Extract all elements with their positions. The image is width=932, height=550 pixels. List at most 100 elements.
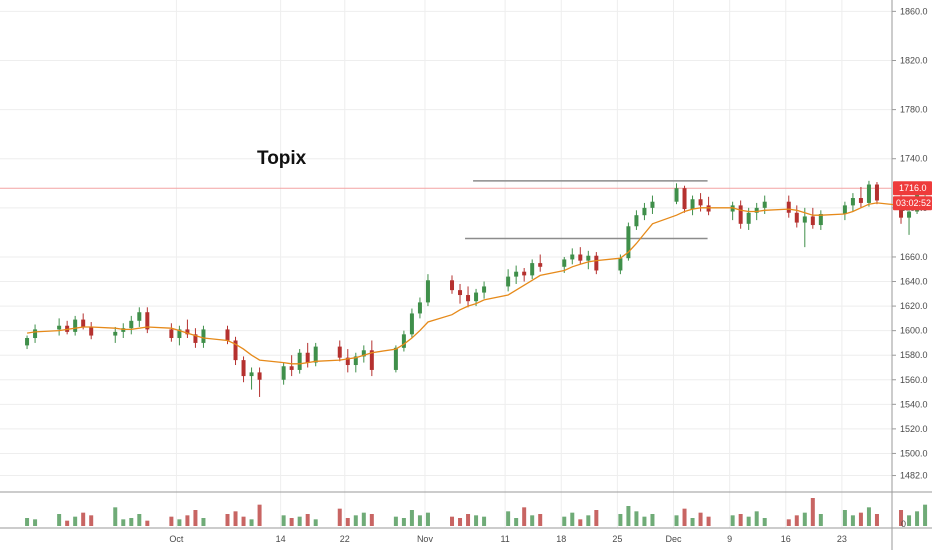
moving-average-line [27, 202, 926, 365]
volume-bar [313, 519, 318, 526]
time-tick-label: 9 [727, 534, 732, 544]
volume-bar [899, 510, 904, 526]
volume-bar [690, 518, 695, 526]
candle-body [810, 216, 815, 226]
candle-body [169, 329, 174, 339]
volume-bar [578, 519, 583, 526]
price-tick-label: 1640.0 [900, 277, 928, 287]
time-axis[interactable]: Oct 14 22 Nov 11 18 25 Dec 9 16 23 [169, 534, 847, 544]
candle-body [345, 357, 350, 366]
price-axis[interactable]: 1860.01820.01780.01740.01700.01660.01640… [892, 6, 928, 481]
volume-bar [257, 504, 262, 526]
volume-bar [842, 510, 847, 526]
time-tick-label: Dec [666, 534, 683, 544]
volume-bar [417, 515, 422, 526]
price-tick-label: 1820.0 [900, 55, 928, 65]
candle-body [297, 352, 302, 370]
candle-body [506, 276, 511, 287]
candle-body [698, 199, 703, 206]
time-tick-label: 23 [837, 534, 847, 544]
volume-bar [65, 520, 70, 526]
volume-bar [522, 507, 527, 526]
volume-bar [810, 498, 815, 526]
volume-bar [177, 519, 182, 526]
candle-body [690, 199, 695, 210]
time-tick-label: Nov [417, 534, 434, 544]
candle-body [514, 271, 519, 277]
volume-bar [586, 515, 591, 526]
volume-bar [866, 507, 871, 526]
candle-body [650, 201, 655, 208]
time-tick-label: 16 [781, 534, 791, 544]
candle-body [289, 366, 294, 370]
candle-body [353, 356, 358, 366]
candle-body [474, 292, 479, 302]
candle-body [241, 360, 246, 377]
candle-body [417, 302, 422, 314]
candle-body [786, 201, 791, 213]
price-tick-label: 1580.0 [900, 350, 928, 360]
volume-bar [650, 514, 655, 526]
volume-bar [706, 516, 711, 526]
volume-bar [538, 514, 543, 526]
volume-bar [33, 519, 38, 526]
price-tick-label: 1482.0 [900, 471, 928, 481]
price-tick-label: 1620.0 [900, 301, 928, 311]
candle-body [193, 334, 198, 343]
candle-body [562, 259, 567, 267]
volume-bar [289, 518, 294, 526]
candle-body [866, 184, 871, 203]
volume-bar [401, 518, 406, 526]
candle-body [249, 372, 254, 377]
volume-bar [698, 512, 703, 526]
last-price-value: 1716.0 [899, 183, 927, 193]
candle-body [746, 212, 751, 224]
volume-bar [786, 519, 791, 526]
volume-bar [923, 504, 928, 526]
candle-body [874, 184, 879, 201]
volume-bar [594, 510, 599, 526]
volume-bar [626, 506, 631, 526]
candle-body [57, 325, 62, 330]
volume-bar [850, 515, 855, 526]
volume-bar [81, 512, 86, 526]
candle-body [81, 319, 86, 327]
candle-body [586, 255, 591, 261]
candle-body [850, 198, 855, 206]
last-price-badge: 1716.0 [893, 181, 932, 196]
time-tick-label: Oct [169, 534, 184, 544]
candle-body [225, 329, 230, 341]
candle-body [594, 255, 599, 271]
candle-body [201, 329, 206, 343]
candle-body [818, 213, 823, 226]
candle-body [466, 295, 471, 302]
volume-bar [450, 516, 455, 526]
volume-bar [738, 514, 743, 526]
volume-bar [233, 511, 238, 526]
candle-body [361, 350, 366, 357]
candle-body [522, 271, 527, 276]
volume-bar [241, 516, 246, 526]
volume-bar [730, 515, 735, 526]
volume-bar [482, 516, 487, 526]
volume-bar [570, 512, 575, 526]
volume-bar [121, 519, 126, 526]
volume-bar [562, 516, 567, 526]
price-tick-label: 1860.0 [900, 6, 928, 16]
volume-bar [361, 512, 366, 526]
volume-bar [674, 515, 679, 526]
candle-body [858, 198, 863, 203]
countdown-badge: 03:02:52 [893, 196, 932, 211]
candle-body [257, 372, 262, 380]
candle-body [674, 188, 679, 202]
candle-body [530, 263, 535, 276]
countdown-badge-box [893, 196, 932, 211]
candle-body [113, 331, 118, 336]
volume-bar [73, 516, 78, 526]
time-tick-label: 11 [500, 534, 509, 544]
volume-bar [915, 511, 920, 526]
candle-body [145, 312, 150, 330]
candle-body [425, 280, 430, 303]
candle-body [73, 319, 78, 332]
